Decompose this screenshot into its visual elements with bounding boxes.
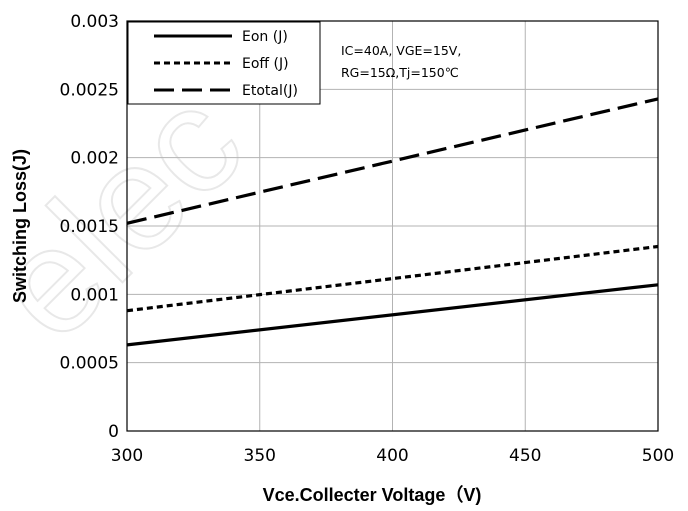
- series-line-eoff: [126, 244, 659, 313]
- tick-labels: 0 0.0005 0.001 0.0015 0.002 0.0025 0.003 300 350…: [60, 12, 675, 466]
- y-tick-label: 0.0005: [60, 354, 119, 374]
- x-tick-label: 400: [376, 446, 408, 466]
- legend-label-eoff: Eoff (J): [242, 56, 289, 72]
- y-tick-label: 0.0015: [60, 217, 119, 237]
- y-tick-label: 0: [108, 422, 119, 442]
- legend: Eon (J) Eoff (J) Etotal(J): [127, 21, 321, 105]
- annotation-line-1: IC=40A, VGE=15V,: [341, 43, 461, 58]
- x-tick-label: 450: [509, 446, 541, 466]
- x-tick-label: 500: [642, 446, 674, 466]
- plot-area-frame: [126, 20, 659, 432]
- legend-label-eon: Eon (J): [242, 29, 288, 45]
- series-line-etotal: [126, 97, 659, 225]
- x-tick-label: 350: [244, 446, 276, 466]
- series-layer: [126, 97, 659, 347]
- y-tick-label: 0.0025: [60, 80, 119, 100]
- y-tick-label: 0.001: [70, 285, 119, 305]
- y-axis-title: Switching Loss(J): [10, 149, 30, 303]
- y-tick-label: 0.003: [70, 12, 119, 32]
- y-tick-label: 0.002: [70, 149, 119, 169]
- series-line-eon: [126, 283, 659, 347]
- legend-label-etotal: Etotal(J): [242, 83, 298, 99]
- svg-text:elec: elec: [0, 58, 274, 371]
- x-axis-title: Vce.Collecter Voltage（V): [263, 485, 482, 505]
- x-tick-label: 300: [111, 446, 143, 466]
- watermark: elec: [0, 57, 275, 372]
- annotation-line-2: RG=15Ω,Tj=150℃: [341, 65, 459, 80]
- conditions-annotation: IC=40A, VGE=15V, RG=15Ω,Tj=150℃: [341, 43, 461, 80]
